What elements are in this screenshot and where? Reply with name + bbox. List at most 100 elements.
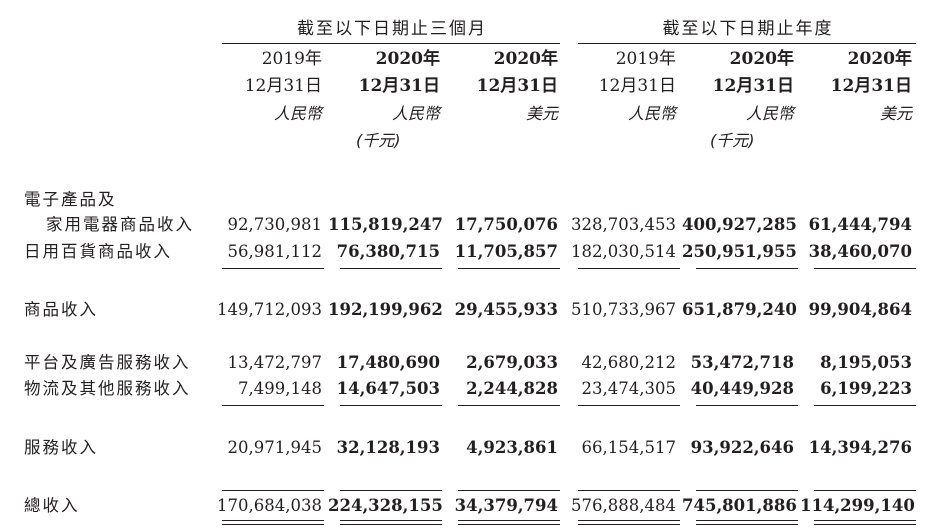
table-cell: 170,684,038 <box>217 496 322 515</box>
table-cell: 13,472,797 <box>227 353 322 372</box>
subtotal-line <box>458 268 560 269</box>
subtotal-line <box>340 268 442 269</box>
column-unit <box>446 127 558 154</box>
column-year: 2020年 <box>375 49 440 69</box>
row-label: 總收入 <box>24 496 80 515</box>
table-cell: 61,444,794 <box>808 215 912 234</box>
subtotal-line <box>222 268 324 269</box>
column-unit: (千元) <box>710 131 755 150</box>
subtotal-line <box>696 268 798 269</box>
total-top-line <box>696 490 798 491</box>
table-cell: 32,128,193 <box>336 438 440 457</box>
row-label: 平台及廣告服務收入 <box>24 353 191 372</box>
double-underline <box>222 520 324 521</box>
column-date: 12月31日 <box>476 76 558 96</box>
column-unit: (千元) <box>356 131 401 150</box>
table-cell: 651,879,240 <box>682 300 797 319</box>
double-underline <box>578 524 680 525</box>
double-underline <box>696 520 798 521</box>
subtotal-line <box>814 268 916 269</box>
column-date: 12月31日 <box>244 76 322 96</box>
column-currency: 美元 <box>879 104 912 123</box>
table-cell: 8,195,053 <box>820 353 912 372</box>
table-cell: 400,927,285 <box>682 215 797 234</box>
table-cell: 23,474,305 <box>581 379 676 398</box>
column-header: 2020年 12月31日 美元 <box>800 46 912 154</box>
row-label: 商品收入 <box>24 300 98 319</box>
table-cell: 2,679,033 <box>466 353 558 372</box>
double-underline <box>458 524 560 525</box>
total-top-line <box>340 490 442 491</box>
total-top-line <box>222 490 324 491</box>
table-cell: 149,712,093 <box>217 300 322 319</box>
double-underline <box>458 520 560 521</box>
column-currency: 人民幣 <box>745 104 794 123</box>
group-title-three-months: 截至以下日期止三個月 <box>297 19 487 39</box>
table-cell: 745,801,886 <box>682 496 797 515</box>
column-date: 12月31日 <box>358 76 440 96</box>
column-unit <box>800 127 912 154</box>
column-currency: 美元 <box>525 104 558 123</box>
table-cell: 40,449,928 <box>690 379 794 398</box>
column-year: 2019年 <box>261 49 322 69</box>
column-date: 12月31日 <box>712 76 794 96</box>
table-cell: 66,154,517 <box>581 438 676 457</box>
column-currency: 人民幣 <box>391 104 440 123</box>
table-cell: 14,394,276 <box>808 438 912 457</box>
table-cell: 17,480,690 <box>336 353 440 372</box>
column-unit <box>564 127 676 154</box>
column-header: 2019年 12月31日 人民幣 <box>564 46 676 154</box>
double-underline <box>340 520 442 521</box>
total-top-line <box>578 490 680 491</box>
double-underline <box>814 520 916 521</box>
table-cell: 6,199,223 <box>820 379 912 398</box>
total-top-line <box>458 490 560 491</box>
double-underline <box>578 520 680 521</box>
column-year: 2020年 <box>729 49 794 69</box>
double-underline <box>222 524 324 525</box>
table-cell: 17,750,076 <box>454 215 558 234</box>
table-cell: 182,030,514 <box>571 242 676 261</box>
subtotal-line <box>578 268 680 269</box>
table-cell: 576,888,484 <box>571 496 676 515</box>
double-underline <box>340 524 442 525</box>
table-cell: 76,380,715 <box>336 242 440 261</box>
table-cell: 192,199,962 <box>328 300 443 319</box>
group-underline <box>222 43 560 44</box>
row-label-line1: 電子產品及 <box>24 190 117 209</box>
table-cell: 99,904,864 <box>808 300 912 319</box>
column-currency: 人民幣 <box>273 104 322 123</box>
column-header: 2020年 12月31日 人民幣 (千元) <box>328 46 440 154</box>
subtotal-line <box>696 405 798 406</box>
column-currency: 人民幣 <box>627 104 676 123</box>
column-header: 2020年 12月31日 人民幣 (千元) <box>682 46 794 154</box>
row-label: 服務收入 <box>24 438 98 457</box>
table-cell: 42,680,212 <box>581 353 676 372</box>
table-cell: 114,299,140 <box>800 496 915 515</box>
column-year: 2019年 <box>615 49 676 69</box>
table-cell: 11,705,857 <box>454 242 558 261</box>
table-cell: 2,244,828 <box>466 379 558 398</box>
total-top-line <box>814 490 916 491</box>
table-cell: 328,703,453 <box>571 215 676 234</box>
group-underline <box>578 43 916 44</box>
row-label: 日用百貨商品收入 <box>24 242 172 261</box>
table-cell: 7,499,148 <box>238 379 322 398</box>
subtotal-line <box>578 405 680 406</box>
subtotal-line <box>222 405 324 406</box>
column-year: 2020年 <box>847 49 912 69</box>
table-cell: 93,922,646 <box>690 438 794 457</box>
column-header: 2019年 12月31日 人民幣 <box>210 46 322 154</box>
table-cell: 38,460,070 <box>808 242 912 261</box>
subtotal-line <box>340 405 442 406</box>
table-cell: 250,951,955 <box>682 242 797 261</box>
column-date: 12月31日 <box>598 76 676 96</box>
table-cell: 14,647,503 <box>336 379 440 398</box>
table-cell: 92,730,981 <box>227 215 322 234</box>
subtotal-line <box>458 405 560 406</box>
row-label: 物流及其他服務收入 <box>24 379 191 398</box>
double-underline <box>814 524 916 525</box>
column-date: 12月31日 <box>830 76 912 96</box>
column-header: 2020年 12月31日 美元 <box>446 46 558 154</box>
table-cell: 115,819,247 <box>328 215 443 234</box>
